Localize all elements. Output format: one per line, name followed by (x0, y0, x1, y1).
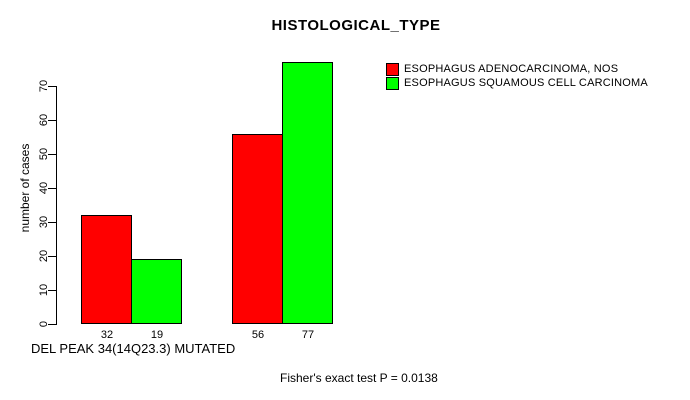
y-tick-label: 60 (38, 113, 50, 127)
y-tick-mark (48, 188, 56, 189)
footnote-text: Fisher's exact test P = 0.0138 (280, 371, 438, 385)
bar-value-label: 77 (301, 329, 315, 341)
bar-series1-group0 (131, 259, 182, 324)
legend-label: ESOPHAGUS SQUAMOUS CELL CARCINOMA (404, 77, 648, 89)
y-tick-mark (48, 324, 56, 325)
chart-title: HISTOLOGICAL_TYPE (271, 17, 441, 34)
x-axis-label: DEL PEAK 34(14Q23.3) MUTATED (31, 341, 236, 356)
bar-value-label: 19 (150, 329, 164, 341)
legend: ESOPHAGUS ADENOCARCINOMA, NOS ESOPHAGUS … (386, 62, 648, 90)
bar-series0-group1 (232, 134, 283, 324)
bar-series1-group1 (282, 62, 333, 324)
legend-item: ESOPHAGUS SQUAMOUS CELL CARCINOMA (386, 76, 648, 90)
legend-swatch-green (386, 76, 399, 90)
y-tick-label: 0 (38, 320, 50, 328)
y-tick-mark (48, 290, 56, 291)
y-tick-mark (48, 154, 56, 155)
y-tick-label: 20 (38, 249, 50, 263)
y-tick-label: 70 (38, 79, 50, 93)
y-axis-label: number of cases (18, 143, 32, 233)
bar-series0-group0 (81, 215, 132, 324)
y-tick-mark (48, 222, 56, 223)
bar-value-label: 56 (251, 329, 265, 341)
bar-value-label: 32 (100, 329, 114, 341)
y-tick-mark (48, 86, 56, 87)
y-tick-label: 40 (38, 181, 50, 195)
legend-label: ESOPHAGUS ADENOCARCINOMA, NOS (404, 63, 619, 75)
y-tick-label: 50 (38, 147, 50, 161)
y-tick-label: 10 (38, 283, 50, 297)
legend-swatch-red (386, 62, 399, 76)
y-tick-mark (48, 256, 56, 257)
legend-item: ESOPHAGUS ADENOCARCINOMA, NOS (386, 62, 648, 76)
y-tick-mark (48, 120, 56, 121)
y-axis-line (56, 86, 57, 325)
y-tick-label: 30 (38, 215, 50, 229)
